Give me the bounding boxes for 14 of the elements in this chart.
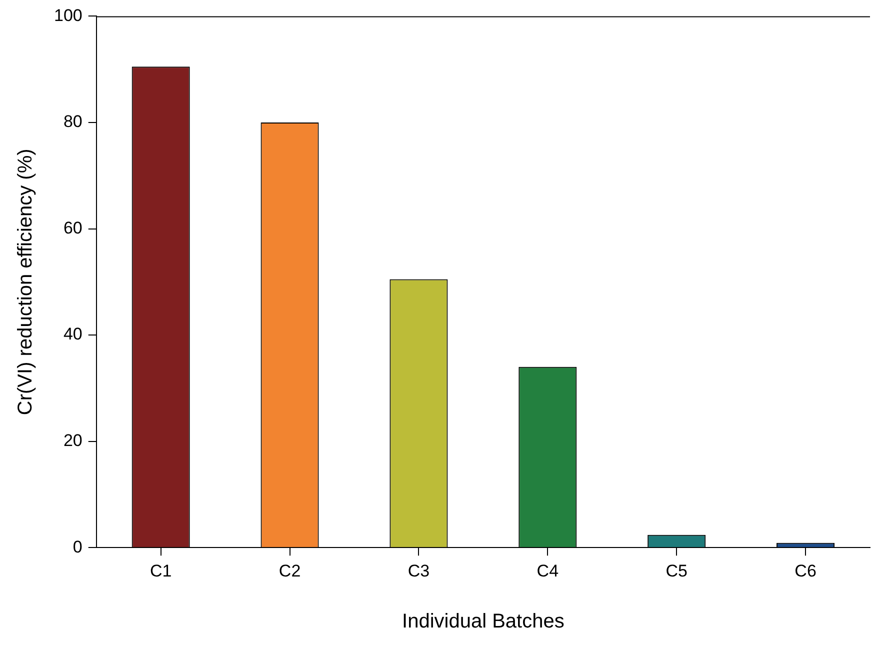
x-tick-label: C3	[408, 561, 430, 580]
x-tick-label: C5	[666, 561, 688, 580]
x-tick-label: C4	[536, 561, 559, 580]
x-tick-label: C2	[278, 561, 301, 580]
y-tick-label: 80	[63, 112, 82, 132]
y-tick-label: 20	[63, 431, 82, 450]
y-tick-label: 40	[63, 324, 82, 344]
y-tick-label: 60	[63, 218, 82, 238]
y-axis-title: Cr(VI) reduction efficiency (%)	[14, 148, 37, 416]
y-tick-label: 0	[72, 537, 82, 556]
x-axis-title: Individual Batches	[402, 610, 564, 633]
y-tick-label: 100	[54, 6, 82, 25]
x-tick-label: C1	[150, 561, 172, 580]
x-tick-label: C6	[794, 561, 816, 580]
